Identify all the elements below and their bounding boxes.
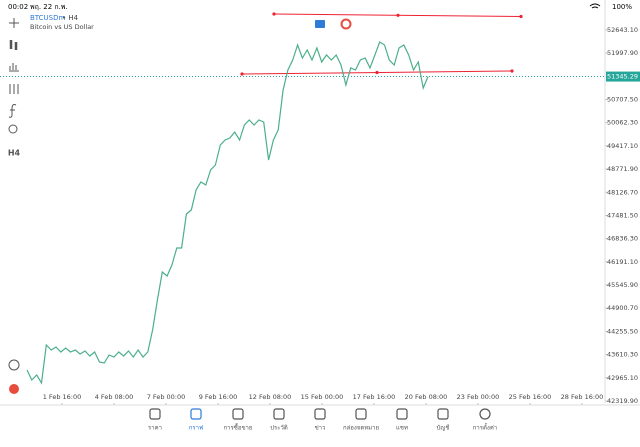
current-price-box: [606, 71, 640, 82]
tab-icon[interactable]: [149, 408, 161, 420]
tab-icon[interactable]: [437, 408, 449, 420]
tab-label[interactable]: แชท: [396, 425, 408, 432]
handle[interactable]: [240, 72, 244, 76]
trend-line-handles: [240, 12, 523, 76]
handle[interactable]: [396, 13, 400, 17]
function-tool[interactable]: [8, 104, 17, 118]
x-tick-label: 1 Feb 16:00: [43, 393, 82, 401]
wifi-icon: [589, 3, 601, 9]
one-click-button[interactable]: [315, 20, 325, 28]
crosshair-tool[interactable]: [9, 18, 19, 28]
shapes-tool[interactable]: [8, 124, 18, 134]
settings-tool[interactable]: [9, 84, 19, 94]
status-time: 00:02: [8, 3, 28, 11]
y-tick-label: 50707.50: [607, 95, 638, 103]
tab-icon[interactable]: [355, 408, 367, 420]
tab-icon[interactable]: [314, 408, 326, 420]
symbol-description: Bitcoin vs US Dollar: [30, 23, 94, 31]
tab-icon[interactable]: [396, 408, 408, 420]
tab-label[interactable]: การซื้อขาย: [224, 422, 253, 432]
tab-icon[interactable]: [232, 408, 244, 420]
y-tick-label: 52643.10: [607, 26, 638, 34]
tab-icon[interactable]: [479, 408, 491, 420]
y-tick-label: 50062.30: [607, 119, 638, 127]
y-tick-label: 45545.90: [607, 281, 638, 289]
handle[interactable]: [510, 69, 514, 73]
timeframe: • H4: [62, 14, 79, 22]
y-tick-label: 48126.70: [607, 188, 638, 196]
tab-label[interactable]: กราฟ: [189, 425, 203, 432]
x-tick-label: 4 Feb 08:00: [95, 393, 134, 401]
x-tick-label: 15 Feb 00:00: [301, 393, 344, 401]
y-tick-label: 42319.90: [607, 397, 638, 405]
tab-label[interactable]: การตั้งค่า: [473, 422, 497, 432]
signal-button[interactable]: [340, 18, 352, 30]
indicators-tool[interactable]: [9, 63, 19, 72]
x-tick-label: 17 Feb 16:00: [353, 393, 396, 401]
candles-tool[interactable]: [9, 40, 18, 50]
y-tick-label: 49417.10: [607, 142, 638, 150]
y-tick-label: 46836.30: [607, 235, 638, 243]
handle[interactable]: [272, 12, 276, 16]
timeframe-button[interactable]: H4: [8, 149, 21, 158]
trend-lines: [241, 13, 522, 75]
y-tick-label: 44900.70: [607, 304, 638, 312]
tab-label[interactable]: ข่าว: [315, 425, 326, 432]
x-tick-label: 23 Feb 00:00: [457, 393, 500, 401]
plot: 42319.90 42965.10 43610.30 44255.50 44900.70…: [0, 0, 640, 405]
tab-bar: ราคา กราฟ การซื้อขาย ประวัติ ข่าว กล่องจดหมาย…: [148, 408, 497, 432]
left-toolbar: [8, 18, 19, 134]
handle[interactable]: [375, 70, 379, 75]
tab-icon[interactable]: [190, 408, 202, 420]
x-tick-label: 9 Feb 16:00: [199, 393, 238, 401]
y-tick-label: 43610.30: [607, 351, 638, 359]
y-tick-label: 48771.90: [607, 165, 638, 173]
y-tick-label: 46191.10: [607, 258, 638, 266]
current-price-label: 51345.29: [607, 73, 638, 81]
app-logo[interactable]: [9, 384, 19, 394]
y-tick-label: 44255.50: [607, 327, 638, 335]
x-tick-label: 20 Feb 08:00: [405, 393, 448, 401]
y-tick-label: 51997.90: [607, 49, 638, 57]
status-battery: 100%: [612, 3, 632, 11]
y-tick-label: 47481.50: [607, 211, 638, 219]
price-line: [26, 41, 429, 385]
tab-label[interactable]: ราคา: [148, 425, 162, 432]
x-tick-label: 7 Feb 00:00: [147, 393, 186, 401]
handle[interactable]: [519, 14, 523, 19]
status-date: พฤ. 22 ก.พ.: [30, 3, 68, 11]
symbol[interactable]: BTCUSDm: [30, 14, 66, 22]
x-tick-label: 25 Feb 16:00: [509, 393, 552, 401]
y-tick-label: 42965.10: [607, 374, 638, 382]
tab-label[interactable]: กล่องจดหมาย: [343, 425, 379, 432]
x-tick-label: 28 Feb 16:00: [561, 393, 604, 401]
search-tool[interactable]: [8, 359, 20, 371]
tab-label[interactable]: ประวัติ: [270, 425, 288, 432]
tab-icon[interactable]: [273, 408, 285, 420]
tab-label[interactable]: บัญชี: [437, 424, 450, 432]
x-tick-label: 12 Feb 08:00: [249, 393, 292, 401]
